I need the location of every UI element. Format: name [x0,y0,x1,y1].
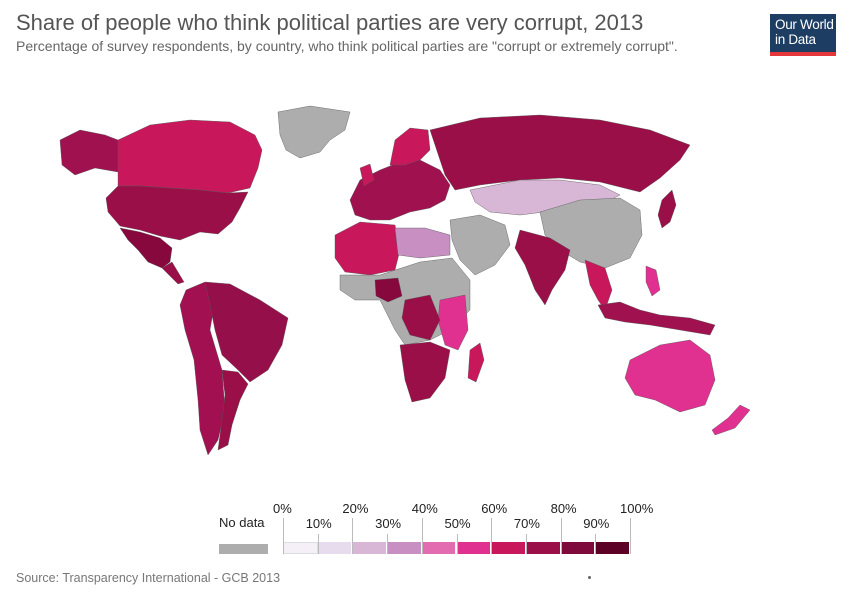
world-map[interactable] [0,60,850,500]
legend-tick [595,534,597,554]
legend-tick [387,534,389,554]
country-uk[interactable] [359,163,375,187]
chart-subtitle: Percentage of survey respondents, by cou… [16,38,678,54]
logo-line-1: Our World [775,17,834,32]
region-east-africa[interactable] [437,294,469,351]
country-argentina[interactable] [217,369,249,451]
country-brazil[interactable] [204,281,289,383]
legend-tick [352,518,354,554]
country-congo[interactable] [401,294,441,341]
legend-tick-label: 30% [375,516,402,531]
legend-tick [491,518,493,554]
country-india[interactable] [514,229,571,306]
region-scandinavia[interactable] [389,127,431,166]
region-europe[interactable] [349,159,451,221]
legend-tick-label: 50% [444,516,471,531]
legend-tick [421,518,423,554]
country-indonesia[interactable] [597,301,716,336]
legend-no-data-swatch[interactable] [219,544,268,554]
owid-logo[interactable]: Our World in Data [770,14,836,56]
country-canada[interactable] [117,119,263,194]
legend-tick-label: 100% [620,501,654,516]
legend-tick-label: 0% [273,501,292,516]
country-usa[interactable] [105,185,249,241]
legend-tick [456,534,458,554]
country-new-zealand[interactable] [711,404,751,436]
legend-tick-label: 70% [513,516,540,531]
legend-tick [630,518,631,554]
source-note: Source: Transparency International - GCB… [16,571,281,585]
legend-tick-label: 10% [305,516,332,531]
logo-line-2: in Data [775,32,816,47]
region-north-africa[interactable] [334,221,401,276]
region-egypt-libya[interactable] [394,227,451,259]
country-philippines[interactable] [645,265,661,297]
legend-bin[interactable] [456,542,492,554]
legend-bin[interactable] [560,542,596,554]
legend-tick [525,534,527,554]
legend-bin[interactable] [421,542,457,554]
legend-bin[interactable] [317,542,353,554]
logo-accent-bar [770,52,836,56]
legend-tick-label: 40% [411,501,438,516]
legend-bin[interactable] [491,542,526,554]
chart-title: Share of people who think political part… [16,10,644,35]
country-australia[interactable] [624,339,716,413]
country-greenland[interactable] [277,105,351,159]
legend-tick-label: 80% [550,501,577,516]
region-central-america[interactable] [161,261,185,285]
country-mexico[interactable] [119,227,173,269]
legend-bin[interactable] [595,542,630,554]
legend-bin[interactable] [352,542,388,554]
legend-tick-label: 60% [481,501,508,516]
legend-bin[interactable] [525,542,561,554]
country-nigeria[interactable] [374,277,403,303]
legend-bin[interactable] [387,542,422,554]
legend-tick [317,534,319,554]
legend-tick-label: 20% [342,501,369,516]
country-russia[interactable] [429,114,691,193]
country-alaska[interactable] [59,129,119,176]
legend-tick [283,518,284,554]
region-southeast-asia[interactable] [584,259,613,311]
legend-tick-label: 90% [583,516,610,531]
region-southern-africa[interactable] [399,341,451,403]
legend-no-data-label: No data [219,515,265,530]
legend-bin[interactable] [283,542,318,554]
decorative-dot [588,576,591,579]
country-madagascar[interactable] [467,342,485,383]
legend-tick [560,518,562,554]
country-japan[interactable] [657,189,677,229]
region-middle-east[interactable] [449,214,511,276]
